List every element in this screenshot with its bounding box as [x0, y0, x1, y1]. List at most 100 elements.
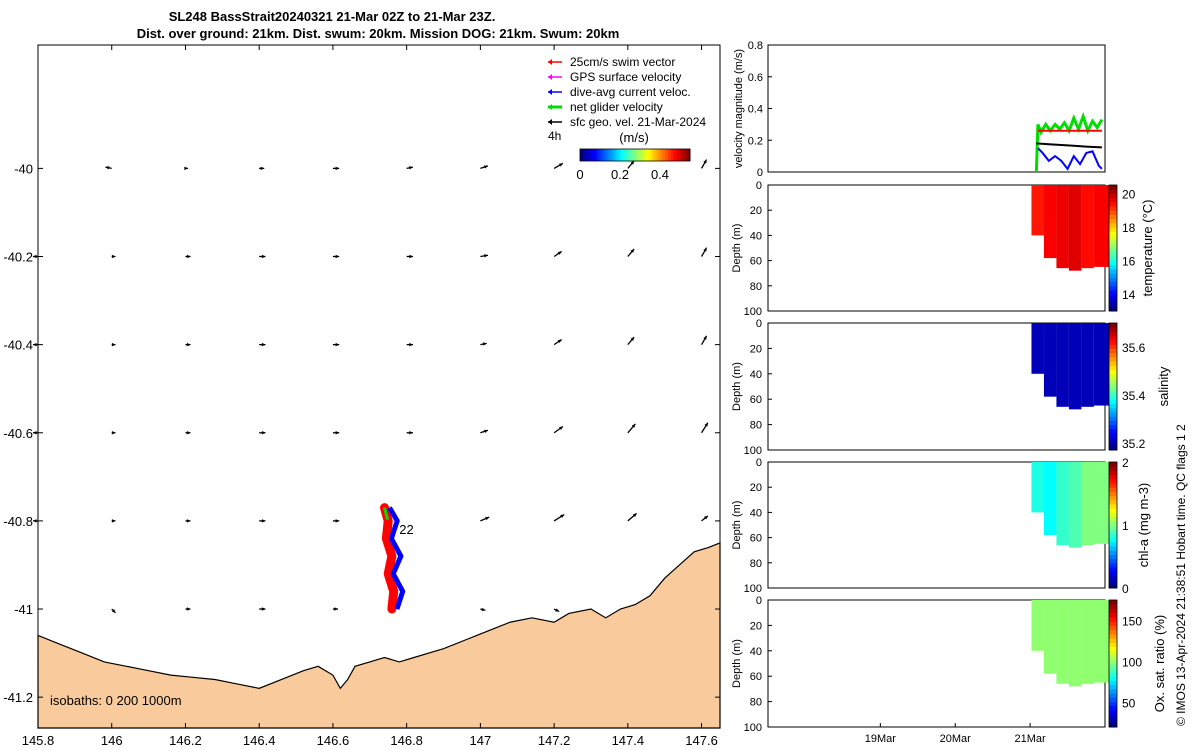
velocity-series-0: [1034, 111, 1104, 173]
velocity-y-tick-label: 0: [757, 167, 763, 179]
map-y-tick-label: -40.2: [3, 250, 33, 265]
section-colorbar-cell: [1109, 625, 1117, 631]
colorbar-cell: [687, 149, 691, 161]
current-vector-head: [630, 160, 635, 165]
colorbar-cell: [665, 149, 669, 161]
section-colorbar-cell: [1109, 705, 1117, 711]
section-colorbar-cell: [1109, 642, 1117, 648]
section-colorbar-cell: [1109, 718, 1117, 724]
colorbar-cell: [607, 149, 611, 161]
section-colorbar-cell: [1109, 399, 1117, 404]
section-data-column: [1093, 600, 1112, 683]
section-colorbar-cell: [1109, 512, 1117, 518]
section-colorbar-cell: [1109, 365, 1117, 371]
section-colorbar-cell: [1109, 394, 1117, 400]
current-vector-head: [335, 342, 340, 347]
current-vector-head: [111, 254, 116, 259]
current-vector-head: [558, 426, 563, 430]
current-vector-head: [261, 254, 266, 259]
section-colorbar-cell: [1109, 306, 1117, 312]
section-colorbar-cell: [1109, 222, 1117, 228]
section-colorbar-tick-label: 2: [1122, 456, 1129, 470]
land-area: [37, 542, 721, 729]
section-colorbar-cell: [1109, 356, 1117, 362]
section-colorbar-cell: [1109, 671, 1117, 677]
section-colorbar-cell: [1109, 323, 1117, 328]
current-vector-head: [186, 342, 191, 347]
section-colorbar-cell: [1109, 403, 1117, 409]
velocity-ylabel: velocity magnitude (m/s): [733, 49, 745, 168]
section-colorbar-cell: [1109, 407, 1117, 413]
section-colorbar-cell: [1109, 348, 1117, 354]
current-vector-head: [482, 342, 487, 346]
section-colorbar-cell: [1109, 269, 1117, 274]
colorbar-cell: [684, 149, 688, 161]
section-colorbar-cell: [1109, 567, 1117, 572]
section-colorbar-cell: [1109, 235, 1117, 241]
section-colorbar-cell: [1109, 612, 1117, 618]
section-colorbar-cell: [1109, 373, 1117, 379]
current-vector-head: [558, 163, 563, 167]
velocity-panel-frame: [767, 44, 1106, 173]
section-colorbar-cell: [1109, 273, 1117, 278]
depth-tick-label: 20: [750, 482, 762, 494]
section-colorbar-cell: [1109, 193, 1117, 199]
current-vector-head: [32, 519, 37, 523]
section-colorbar-tick-label: 35.2: [1122, 437, 1146, 451]
current-vector-head: [111, 342, 116, 347]
legend-swatch-head: [548, 119, 552, 125]
colorbar-cell: [585, 149, 589, 161]
colorbar-cell: [593, 149, 597, 161]
section-colorbar-cell: [1109, 252, 1117, 257]
section-colorbar-tick-label: 20: [1122, 187, 1136, 201]
depth-tick-label: 40: [750, 369, 762, 381]
section-colorbar-cell: [1109, 525, 1117, 530]
isobaths-label: isobaths: 0 200 1000m: [50, 693, 182, 708]
section-colorbar-cell: [1109, 722, 1117, 728]
section-colorbar-cell: [1109, 264, 1117, 270]
section-data-column: [1056, 323, 1069, 407]
legend-label: GPS surface velocity: [570, 70, 681, 84]
section-colorbar-cell: [1109, 575, 1117, 581]
section-data-column: [1068, 600, 1082, 687]
current-vector-head: [335, 431, 340, 435]
section-colorbar-cell: [1109, 331, 1117, 337]
section-colorbar-cell: [1109, 508, 1117, 513]
colorbar-cell: [670, 149, 674, 161]
velocity-y-tick-label: 0.4: [748, 104, 763, 116]
section-colorbar-cell: [1109, 189, 1117, 194]
section-data-column: [1031, 600, 1044, 651]
section-colorbar-cell: [1109, 416, 1117, 421]
colorbar-tick-label: 0: [576, 167, 583, 182]
current-vector-head: [483, 165, 488, 169]
colorbar-cell: [604, 149, 608, 161]
section-colorbar-cell: [1109, 529, 1117, 534]
current-vector-head: [704, 422, 708, 427]
depth-tick-label: 0: [756, 595, 762, 607]
colorbar-cell: [588, 149, 592, 161]
section-data-column: [1068, 185, 1082, 271]
section-colorbar-cell: [1109, 411, 1117, 417]
depth-tick-label: 0: [756, 318, 762, 330]
colorbar-cell: [635, 149, 639, 161]
section-colorbar-cell: [1109, 369, 1117, 375]
colorbar-cell: [613, 149, 617, 161]
colorbar-cell: [654, 149, 658, 161]
colorbar-cell: [659, 149, 663, 161]
colorbar-cell: [657, 149, 661, 161]
colorbar-cell: [643, 149, 647, 161]
legend-swatch-head: [548, 104, 552, 110]
colorbar-cell: [624, 149, 628, 161]
section-colorbar-cell: [1109, 424, 1117, 430]
section-colorbar-label: temperature (°C): [1140, 200, 1155, 297]
section-data-column: [1043, 462, 1057, 536]
colorbar-cell: [580, 149, 584, 161]
colorbar-cell: [621, 149, 625, 161]
colorbar-cell: [602, 149, 606, 161]
section-colorbar-cell: [1109, 541, 1117, 547]
section-colorbar-tick-label: 50: [1122, 696, 1136, 710]
section-colorbar-cell: [1109, 206, 1117, 211]
section-colorbar-cell: [1109, 650, 1117, 656]
current-vector-head: [409, 166, 413, 170]
section-colorbar-cell: [1109, 571, 1117, 576]
